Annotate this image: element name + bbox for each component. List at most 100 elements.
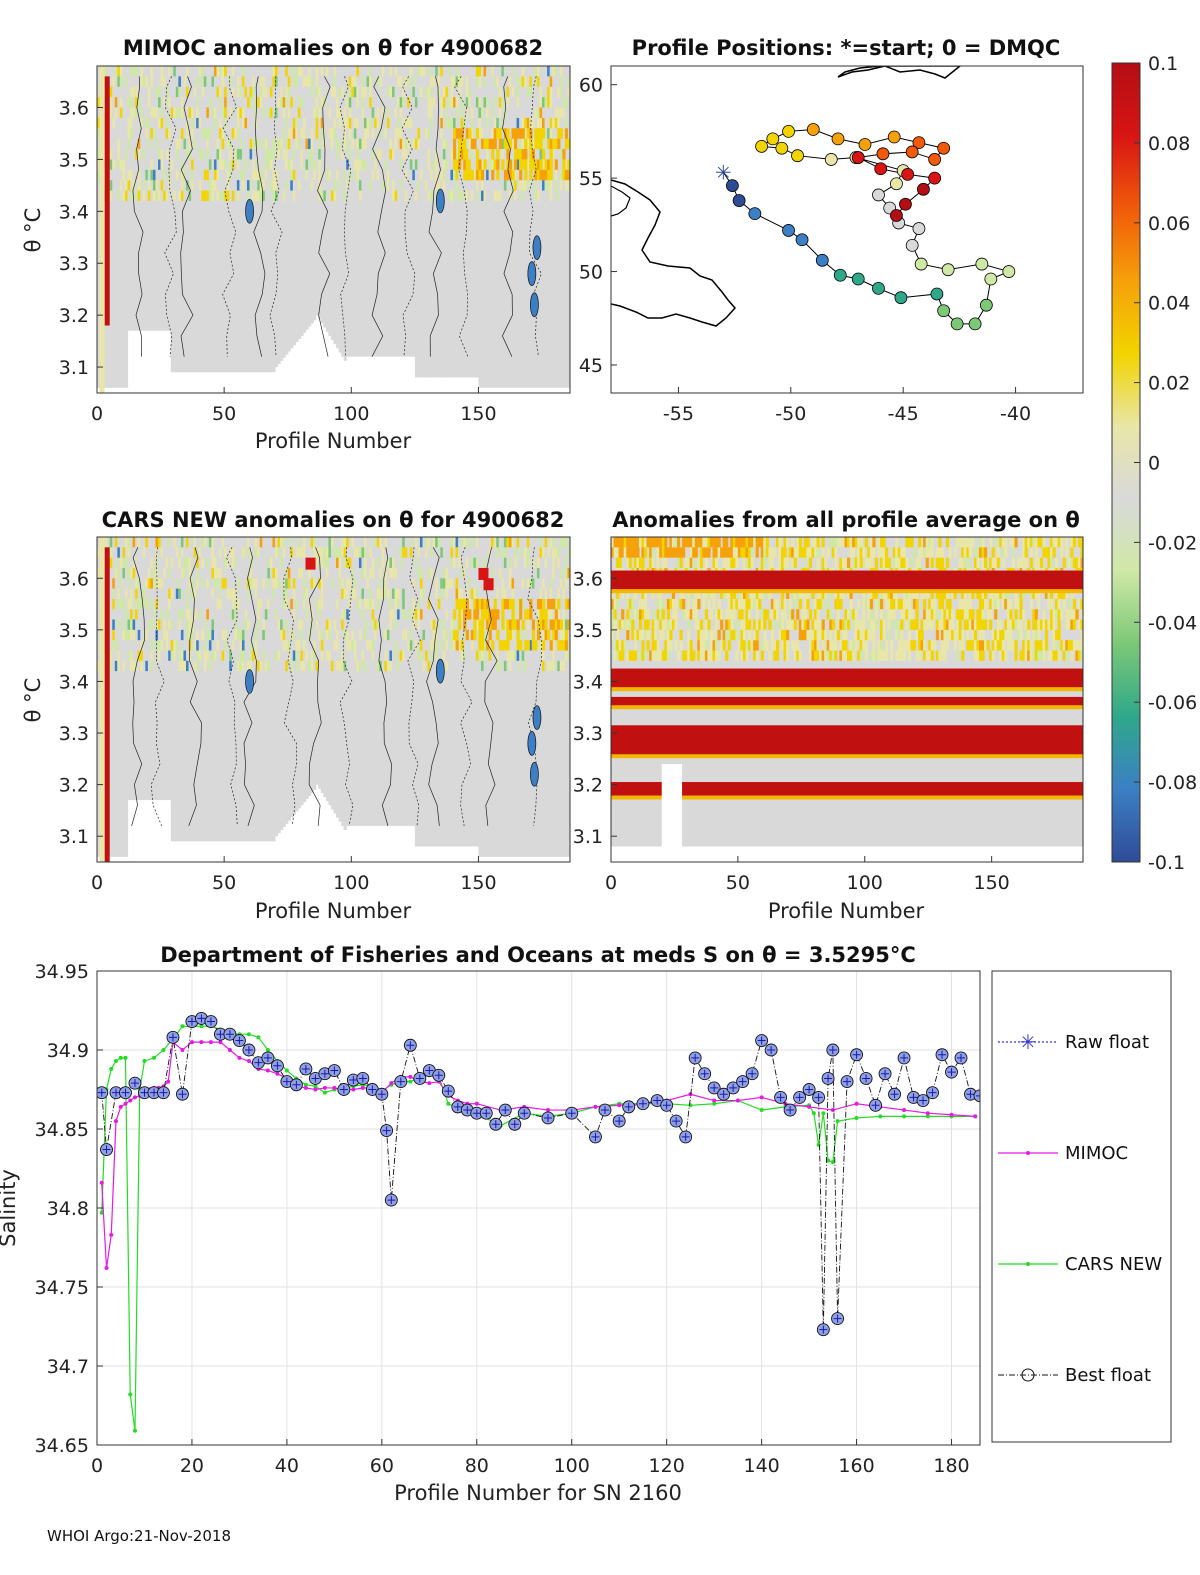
heatmap-cell: [473, 138, 477, 150]
heatmap-cell: [958, 640, 962, 651]
heatmap-cell: [259, 190, 263, 201]
heatmap-cell: [221, 76, 225, 87]
heatmap-cell: [801, 629, 805, 641]
heatmap-cell: [259, 97, 263, 108]
heatmap-cell: [519, 640, 523, 651]
contour-line: [454, 76, 469, 357]
heatmap-cell: [358, 629, 363, 641]
heatmap-cell: [966, 598, 970, 610]
heatmap-cell: [465, 588, 469, 599]
heatmap-column: [470, 66, 474, 378]
heatmap-cell: [470, 640, 474, 651]
heatmap-cell: [315, 86, 319, 98]
heatmap-column: [547, 537, 551, 857]
heatmap-column: [473, 537, 477, 847]
heatmap-cell: [544, 159, 548, 170]
heatmap-cell: [1032, 588, 1036, 599]
heatmap-cell: [412, 169, 416, 181]
heatmap-cell: [912, 547, 917, 558]
heatmap-cell: [1077, 557, 1082, 568]
raw-float-point: [254, 1058, 263, 1067]
colorbar-tick-label: 0.04: [1148, 293, 1190, 315]
heatmap-cell: [338, 86, 342, 98]
heatmap-cell: [356, 598, 360, 610]
heatmap-column: [361, 537, 365, 826]
heatmap-cell: [318, 169, 322, 181]
heatmap-cell: [661, 650, 665, 661]
heatmap-cell: [849, 609, 853, 620]
heatmap-cell: [277, 619, 281, 630]
heatmap-cell: [689, 609, 693, 620]
heatmap-cell: [114, 557, 118, 568]
heatmap-cell: [475, 97, 480, 108]
heatmap-cell: [511, 598, 515, 610]
heatmap-cell: [297, 180, 302, 191]
heatmap-cell: [976, 640, 980, 651]
heatmap-cell: [241, 66, 246, 77]
heatmap-cell: [829, 640, 833, 651]
heatmap-cell: [1055, 537, 1059, 548]
heatmap-cell: [564, 117, 569, 129]
heatmap-column: [402, 537, 406, 826]
heatmap-cell: [849, 588, 853, 599]
heatmap-cell: [427, 567, 431, 579]
heatmap-cell: [239, 149, 243, 160]
heatmap-cell: [427, 86, 431, 98]
heatmap-cell: [231, 598, 235, 610]
series-point-mimoc: [180, 1048, 185, 1052]
heatmap-cell: [465, 107, 469, 118]
heatmap-cell: [310, 138, 314, 150]
contour-line: [317, 76, 331, 357]
heatmap-cell: [781, 547, 785, 558]
heatmap-cell: [542, 629, 546, 641]
heatmap-cell: [887, 557, 891, 568]
raw-float-point: [767, 1046, 776, 1054]
heatmap-cell: [239, 169, 243, 181]
heatmap-column: [475, 537, 480, 847]
heatmap-cell: [826, 547, 830, 558]
heatmap-cell: [163, 619, 167, 630]
heatmap-cell: [864, 629, 868, 641]
heatmap-cell: [188, 138, 192, 150]
heatmap-cell: [514, 650, 518, 661]
heatmap-cell: [402, 86, 406, 98]
heatmap-cell: [130, 128, 134, 139]
heatmap-cell: [381, 547, 385, 558]
heatmap-column: [460, 537, 464, 847]
heatmap-column: [366, 66, 370, 357]
heatmap-cell: [953, 547, 957, 558]
heatmap-cell: [493, 159, 497, 170]
raw-float-point: [301, 1064, 310, 1073]
heatmap-cell: [97, 117, 101, 129]
heatmap-cell: [241, 169, 246, 181]
heatmap-cell: [659, 629, 663, 641]
heatmap-cell: [480, 650, 485, 661]
heatmap-cell: [358, 159, 363, 170]
heatmap-cell: [336, 169, 340, 181]
heatmap-cell: [135, 107, 139, 118]
heatmap-cell: [97, 159, 101, 170]
heatmap-cell: [384, 588, 388, 599]
heatmap-cell: [404, 609, 408, 620]
heatmap-cell: [219, 97, 223, 108]
heatmap-cell: [308, 567, 312, 579]
heatmap-cell: [234, 149, 238, 160]
heatmap-cell: [346, 609, 350, 620]
heatmap-cell: [175, 588, 179, 599]
heatmap-column: [234, 537, 238, 842]
x-tick-label: 50: [726, 872, 750, 894]
heatmap-column: [364, 537, 368, 826]
heatmap-cell: [109, 107, 113, 118]
heatmap-cell: [542, 547, 546, 558]
heatmap-cell: [1062, 650, 1066, 661]
heatmap-cell: [725, 588, 729, 599]
heatmap-cell: [968, 598, 972, 610]
heatmap-cell: [488, 629, 492, 641]
heatmap-cell: [557, 86, 561, 98]
heatmap-cell: [524, 159, 528, 170]
series-point-mimoc: [322, 1085, 327, 1090]
heatmap-cell: [1006, 619, 1011, 630]
heatmap-cell: [313, 547, 317, 558]
heatmap-cell: [750, 598, 754, 610]
heatmap-cell: [765, 537, 769, 548]
